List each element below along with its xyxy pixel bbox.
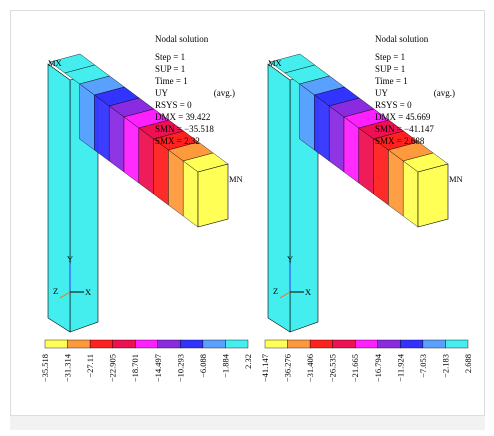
colorbar-label: −18.701 [130, 354, 140, 382]
mx-label: MX [268, 58, 282, 68]
colorbar-label: 2.688 [463, 354, 473, 373]
beam-side [154, 139, 169, 205]
beam-side [388, 150, 403, 216]
column-front [48, 64, 70, 332]
colorbar-cell [288, 340, 311, 348]
axis-x-label: X [305, 287, 311, 297]
colorbar-cell [400, 340, 423, 348]
colorbar-label: −22.905 [108, 354, 118, 382]
info-line: SMX = 2.32 [155, 136, 200, 146]
figure: MX MN Y X Z Nodal solution Step = 1 SUP = 1 Time… [0, 0, 494, 436]
colorbar-label: −21.665 [350, 354, 360, 382]
colorbar-cell [310, 340, 333, 348]
colorbar-label: −36.276 [283, 354, 293, 382]
info-line: SUP = 1 [155, 64, 185, 74]
colorbar-cell [113, 340, 136, 348]
info-avg: (avg.) [214, 88, 235, 98]
beam-side [403, 161, 418, 227]
info-line: Step = 1 [155, 52, 185, 62]
colorbar-cell [225, 340, 248, 348]
colorbar-cell [68, 340, 91, 348]
colorbar-cell [445, 340, 468, 348]
info-line: UY [375, 88, 388, 98]
beam-side [80, 84, 95, 150]
info-line: DMX = 39.422 [155, 112, 210, 122]
colorbar-label: −41.147 [260, 354, 270, 382]
beam-side [183, 161, 198, 227]
colorbar-cell [158, 340, 181, 348]
axis-x-label: X [85, 287, 91, 297]
axis-y-label: Y [67, 254, 73, 264]
beam-end [418, 164, 448, 227]
axis-y-label: Y [287, 254, 293, 264]
axis-z-label: Z [273, 286, 278, 296]
mn-label: MN [449, 174, 463, 184]
colorbar-label: −10.293 [175, 354, 185, 382]
beam-side [300, 84, 315, 150]
beam-side [344, 117, 359, 183]
colorbar-label: −31.314 [63, 353, 73, 382]
colorbar-cell [355, 340, 378, 348]
colorbar-label: −7.053 [418, 354, 428, 378]
info-line: SUP = 1 [375, 64, 405, 74]
beam-side [374, 139, 389, 205]
colorbar-label: −16.794 [373, 353, 383, 382]
column-front [268, 64, 290, 332]
beam-end [198, 164, 228, 227]
colorbar-cell [333, 340, 356, 348]
colorbar-cell [265, 340, 288, 348]
info-line: UY [155, 88, 168, 98]
beam-side [359, 128, 374, 194]
beam-side [109, 106, 124, 172]
info-line: SMX = 2.688 [375, 136, 425, 146]
colorbar-label: −1.884 [220, 353, 230, 378]
colorbar-label: −14.497 [153, 354, 163, 382]
beam-side [314, 95, 329, 161]
colorbar-cell [180, 340, 203, 348]
info-line: DMX = 45.669 [375, 112, 431, 122]
info-line: Time = 1 [155, 76, 188, 86]
colorbar-label: −11.924 [395, 353, 405, 382]
colorbar-cell [378, 340, 401, 348]
info-title: Nodal solution [375, 34, 429, 44]
info-avg: (avg.) [434, 88, 455, 98]
beam-side [168, 150, 183, 216]
beam-side [329, 106, 344, 172]
beam-side [139, 128, 154, 194]
info-line: Step = 1 [375, 52, 405, 62]
colorbar-label: −35.518 [40, 354, 50, 382]
bottom-strip [10, 416, 485, 430]
colorbar-label: −27.11 [85, 354, 95, 378]
info-line: SMN = −35.518 [155, 124, 214, 134]
colorbar-label: 2.32 [243, 354, 253, 369]
info-line: RSYS = 0 [155, 100, 192, 110]
info-title: Nodal solution [155, 34, 209, 44]
beam-side [94, 95, 109, 161]
mn-label: MN [229, 174, 243, 184]
colorbar-cell [45, 340, 68, 348]
colorbar-label: −6.088 [198, 354, 208, 378]
info-line: SMN = −41.147 [375, 124, 434, 134]
colorbar-label: −31.406 [305, 354, 315, 382]
colorbar-cell [203, 340, 226, 348]
colorbar-label: −2.183 [440, 354, 450, 378]
colorbar-cell [90, 340, 113, 348]
colorbar-cell [423, 340, 446, 348]
colorbar-cell [135, 340, 158, 348]
colorbar-label: −26.535 [328, 354, 338, 382]
info-line: Time = 1 [375, 76, 408, 86]
axis-z-label: Z [53, 286, 58, 296]
info-line: RSYS = 0 [375, 100, 412, 110]
beam-side [124, 117, 139, 183]
mx-label: MX [48, 58, 62, 68]
